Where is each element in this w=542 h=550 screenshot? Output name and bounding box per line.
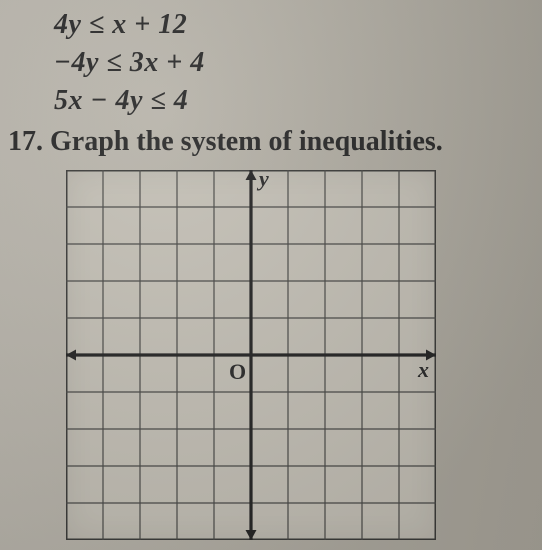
coordinate-grid: y x O bbox=[66, 170, 436, 540]
inequality-2: −4y ≤ 3x + 4 bbox=[54, 44, 205, 82]
svg-text:O: O bbox=[229, 359, 246, 384]
page-container: { "inequalities": { "line1": "4y ≤ x + 1… bbox=[0, 0, 542, 550]
grid-svg: y x O bbox=[66, 170, 436, 540]
svg-text:y: y bbox=[256, 170, 269, 191]
question-17: 17. Graph the system of inequalities. bbox=[8, 126, 443, 158]
question-number: 17. bbox=[8, 126, 43, 157]
inequality-3: 5x − 4y ≤ 4 bbox=[54, 82, 205, 120]
inequality-system: 4y ≤ x + 12 −4y ≤ 3x + 4 5x − 4y ≤ 4 bbox=[54, 6, 205, 119]
svg-text:x: x bbox=[417, 357, 429, 382]
question-text: Graph the system of inequalities. bbox=[50, 126, 443, 157]
inequality-1: 4y ≤ x + 12 bbox=[54, 6, 205, 44]
